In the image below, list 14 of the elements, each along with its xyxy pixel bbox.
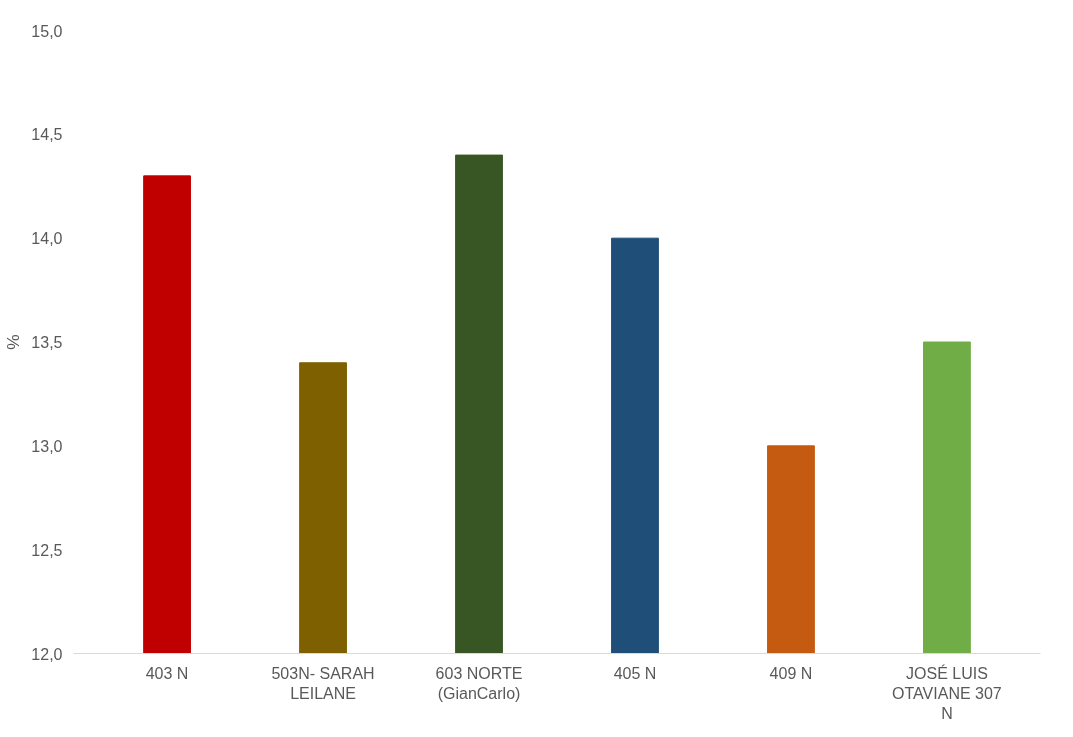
- y-tick-label: 14,0: [31, 230, 63, 248]
- y-tick-label: 14,5: [31, 126, 63, 144]
- y-axis-title: %: [3, 334, 24, 350]
- x-tick-label: 603 NORTE (GianCarlo): [435, 664, 523, 702]
- y-tick-label: 12,5: [31, 541, 63, 559]
- x-tick-label: 405 N: [613, 664, 657, 682]
- y-tick-label: 15,0: [31, 22, 63, 40]
- x-tick-label: 503N- SARAH LEILANE: [271, 664, 375, 702]
- y-tick-label: 12,0: [31, 645, 63, 663]
- x-tick-label: JOSÉ LUIS OTAVIANE 307 N: [892, 663, 1002, 723]
- y-tick-label: 13,5: [31, 334, 63, 351]
- x-tick-label: 403 N: [145, 664, 189, 682]
- x-tick-label: 409 N: [769, 664, 813, 682]
- y-tick-label: 13,0: [31, 437, 63, 455]
